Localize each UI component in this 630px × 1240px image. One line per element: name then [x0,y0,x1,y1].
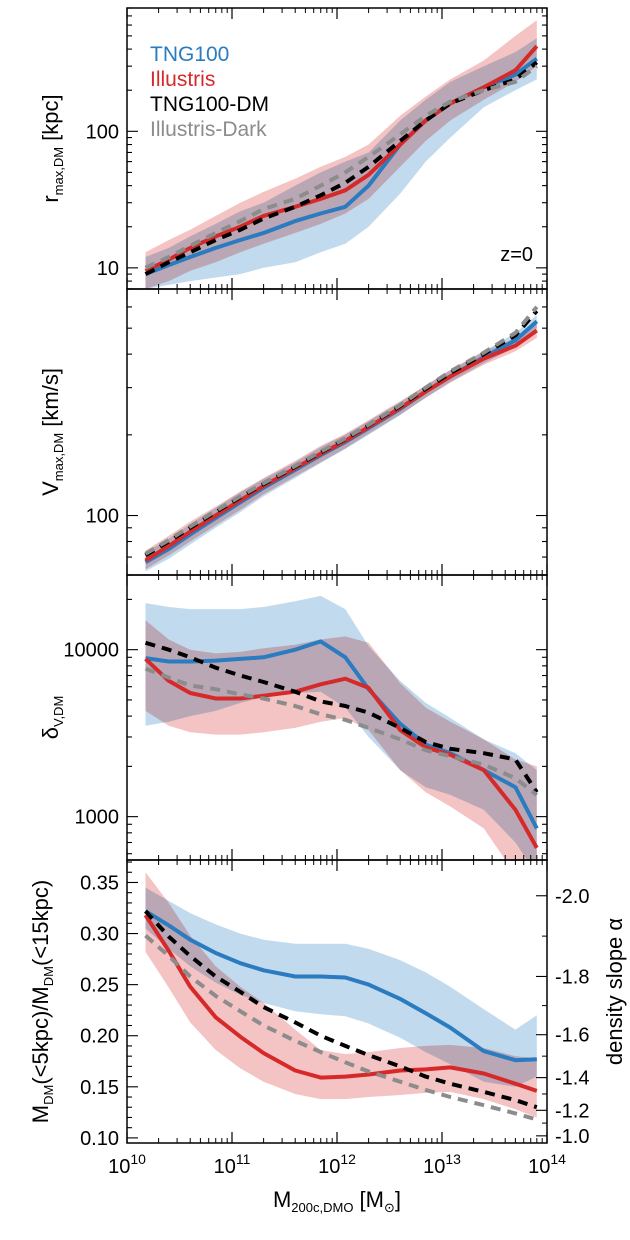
y-right-axis-label: density slope α [602,918,627,1066]
band-tng100 [145,887,537,1087]
y-right-tick-label: -2.0 [555,886,589,908]
line-tng100-dm [144,60,539,276]
line-tng100-dm [144,640,539,794]
redshift-annotation: z=0 [500,244,533,266]
band-illustris [145,872,537,1118]
y-axis-label: δV,DM [38,696,66,740]
y-tick-label: 10 [97,258,119,280]
line-illustris-dark [144,305,539,556]
y-axis-label: Vmax,DM [km/s] [38,368,66,496]
line-illustris [143,914,538,1093]
line-illustris [144,328,538,563]
x-tick-label: 1013 [423,1151,461,1178]
plot-area [143,872,538,1122]
y-right-tick-label: -1.2 [555,1100,589,1122]
legend-entry-illustris: Illustris [150,68,215,91]
band-illustris [145,620,537,860]
y-right-tick-label: -1.0 [555,1126,589,1148]
line-tng100-dm [144,909,538,1110]
y-tick-label: 0.30 [80,924,119,946]
y-tick-label: 10000 [63,640,119,662]
legend-entry-tng100-dm: TNG100-DM [150,93,269,116]
y-right-tick-label: -1.6 [555,1025,589,1047]
x-tick-label: 1010 [108,1151,146,1178]
x-axis-label: M200c,DMO [M⊙] [273,1187,401,1215]
band-illustris [145,20,537,289]
panel-4: 0.10 0.15 0.20 0.25 0.30 0.35 -2.0 -1.8 -1.6 -1.4… [28,859,627,1215]
y-tick-label: 0.25 [80,975,119,997]
line-illustris [144,657,539,849]
y-axis-label: rmax,DM [kpc] [38,94,66,202]
y-right-tick-label: -1.4 [555,1068,589,1090]
y-tick-label: 0.35 [80,872,119,894]
plot-area [144,305,539,572]
x-tick-label: 1014 [528,1151,566,1178]
plot-area [144,20,539,289]
line-illustris-dark [144,934,538,1122]
y-axis-label: MDM(<5kpc)/MDM(<15kpc) [28,880,56,1123]
panels: 10 100 rmax,DM [kpc] z=0 TNG100IllustrisTNG1… [28,7,627,1215]
y-tick-label: 0.10 [80,1128,119,1150]
y-tick-label: 0.20 [80,1026,119,1048]
legend-entry-illustris-dark: Illustris-Dark [150,118,267,141]
panel-1: 10 100 rmax,DM [kpc] z=0 TNG100IllustrisTNG1… [38,7,548,290]
plot-area [144,595,539,860]
line-tng100-dm [144,309,539,558]
y-right-tick-label: -1.8 [555,966,589,988]
legend-entry-tng100: TNG100 [150,43,229,66]
panel-3: 1000 10000 δV,DM [38,574,548,861]
x-tick-label: 1011 [214,1151,251,1178]
x-tick-label: 1012 [318,1151,356,1178]
line-illustris-dark [144,64,538,270]
line-tng100 [144,909,537,1063]
y-tick-label: 0.15 [80,1077,119,1099]
panel-2: 100 Vmax,DM [km/s] [38,288,548,576]
y-tick-label: 100 [86,506,119,528]
y-tick-label: 100 [86,121,119,143]
line-illustris-dark [144,666,539,797]
y-tick-label: 1000 [75,807,120,829]
